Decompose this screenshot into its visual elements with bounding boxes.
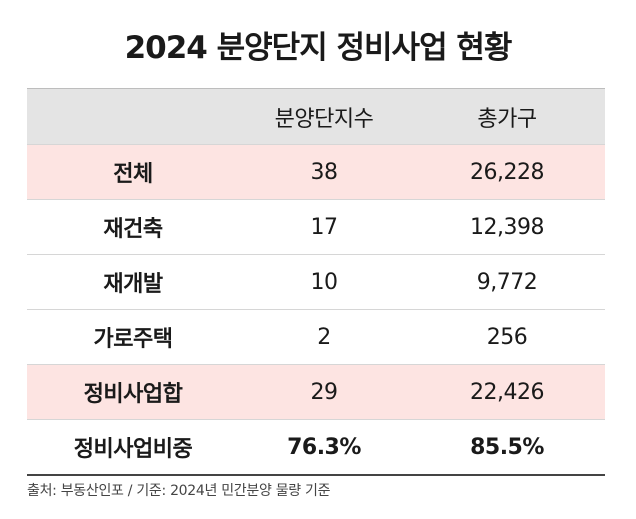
header-cell: 총가구 <box>477 106 537 132</box>
header-cell: 분양단지수 <box>274 106 374 132</box>
table-row: 재건축 17 12,398 <box>27 200 605 255</box>
row-label: 재개발 <box>103 272 163 297</box>
table-row: 재개발 10 9,772 <box>27 255 605 310</box>
title: 2024 분양단지 정비사업 현황 <box>124 30 513 66</box>
table-cell: 17 <box>310 214 339 240</box>
table-row: 가로주택 2 256 <box>27 310 605 365</box>
row-label: 재건축 <box>103 217 163 242</box>
table-cell: 9,772 <box>476 269 538 295</box>
row-label: 정비사업비중 <box>73 437 193 462</box>
table-cell: 85.5% <box>470 434 544 460</box>
row-label: 가로주택 <box>93 327 173 352</box>
table-cell: 26,228 <box>470 159 544 185</box>
table-row: 전체 38 26,228 <box>27 145 605 200</box>
table-row: 정비사업비중 76.3% 85.5% <box>27 420 605 474</box>
table-cell: 29 <box>310 379 339 405</box>
source-note: 출처: 부동산인포 / 기준: 2024년 민간분양 물량 기준 <box>27 483 331 499</box>
header-row: 분양단지수 총가구 <box>27 89 605 145</box>
table-cell: 10 <box>310 269 339 295</box>
table-cell: 12,398 <box>470 214 544 240</box>
table-cell: 2 <box>317 324 331 350</box>
table: 분양단지수 총가구 전체 38 26,228 재건축 17 12,398 재개발 10 9,77… <box>27 88 605 476</box>
table-cell: 38 <box>310 159 339 185</box>
table-row: 정비사업합 29 22,426 <box>27 365 605 420</box>
row-label: 전체 <box>113 162 153 187</box>
row-label: 정비사업합 <box>83 382 183 407</box>
table-cell: 76.3% <box>287 434 361 460</box>
table-cell: 256 <box>486 324 528 350</box>
table-cell: 22,426 <box>470 379 544 405</box>
